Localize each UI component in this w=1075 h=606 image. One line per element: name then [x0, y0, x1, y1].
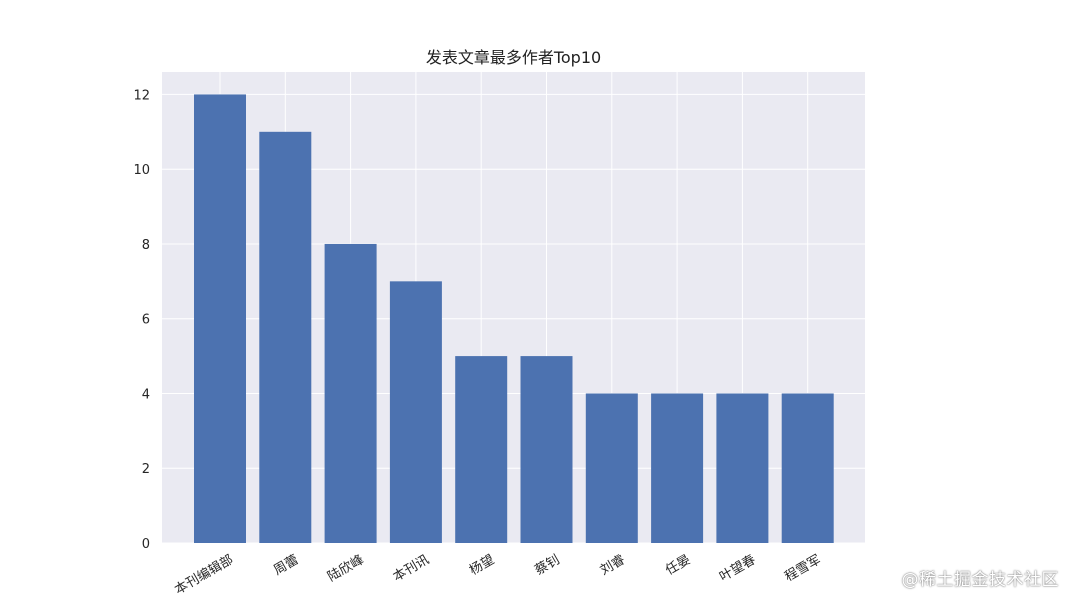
y-tick-label: 0 — [142, 537, 150, 552]
bar — [781, 393, 834, 543]
x-tick-label: 本刊讯 — [391, 552, 432, 584]
y-tick-label: 2 — [142, 462, 150, 477]
y-tick-labels: 0 2 4 6 8 10 12 — [133, 88, 150, 552]
bar — [455, 356, 508, 543]
bar — [194, 94, 246, 543]
y-tick-label: 10 — [133, 163, 150, 178]
bar — [389, 281, 442, 543]
bar — [520, 356, 573, 543]
y-tick-label: 12 — [133, 88, 150, 103]
x-tick-label: 本刊编辑部 — [172, 552, 236, 597]
x-tick-label: 杨望 — [467, 552, 498, 579]
x-tick-label: 任晏 — [663, 552, 693, 578]
x-tick-label: 叶望春 — [717, 552, 759, 585]
x-tick-label: 程雪军 — [782, 552, 823, 584]
bar — [716, 393, 769, 543]
bar — [259, 131, 312, 544]
bars — [194, 94, 834, 544]
bar — [324, 243, 377, 543]
x-tick-labels: 本刊编辑部 周蕾 陆欣峰 本刊讯 杨望 蔡钊 刘睿 任晏 叶望春 程雪军 — [172, 552, 824, 598]
watermark: @稀土掘金技术社区 — [901, 570, 1059, 590]
y-tick-label: 8 — [142, 238, 150, 253]
y-tick-label: 4 — [142, 387, 150, 402]
x-tick-label: 蔡钊 — [532, 552, 562, 578]
x-tick-label: 陆欣峰 — [325, 552, 367, 585]
x-tick-label: 刘睿 — [598, 552, 628, 578]
y-tick-label: 6 — [142, 313, 150, 328]
bar — [585, 393, 638, 543]
x-tick-label: 周蕾 — [271, 552, 301, 578]
chart-title: 发表文章最多作者Top10 — [426, 48, 601, 67]
bar — [651, 393, 704, 543]
